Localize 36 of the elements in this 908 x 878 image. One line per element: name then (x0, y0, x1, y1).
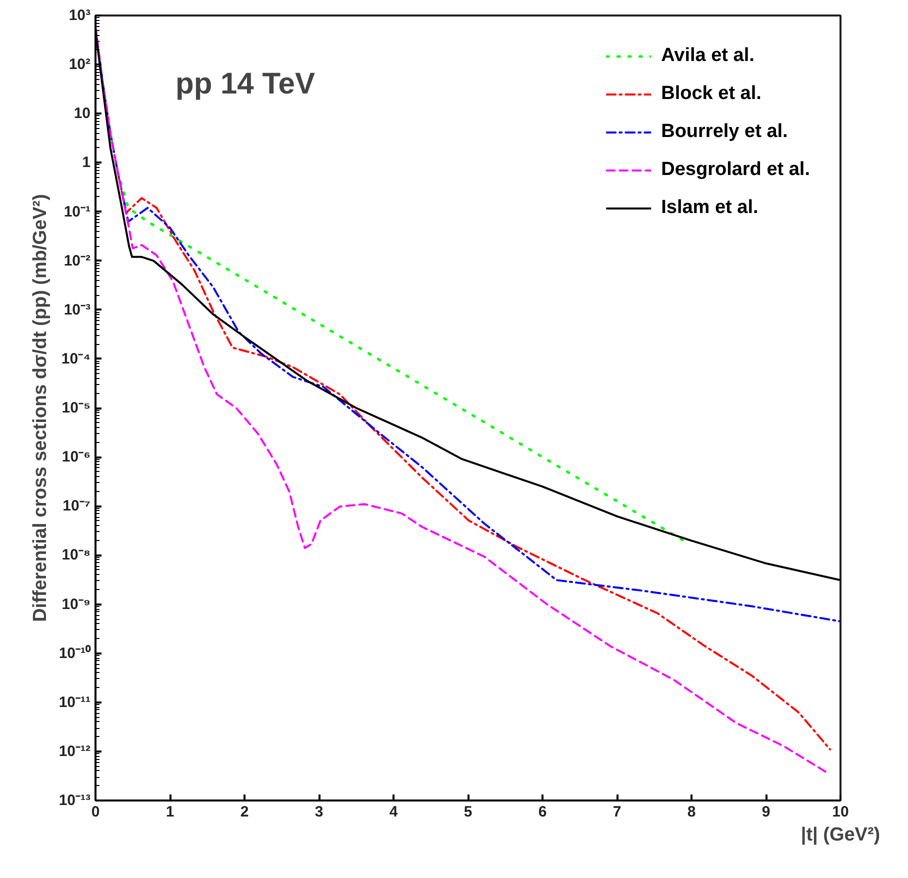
y-tick-label: 10⁻¹³ (58, 792, 91, 809)
x-tick-label: 10 (832, 804, 849, 820)
y-tick-label: 10⁻⁶ (62, 448, 90, 466)
legend-label: Bourrely et al. (661, 121, 788, 143)
legend-label: Desgrolard et al. (661, 159, 810, 181)
y-axis-title: Differential cross sections dσ/dt (pp) (mb/GeV²) (30, 194, 51, 622)
y-tick-label: 10 (74, 105, 91, 122)
y-tick-label: 10² (68, 56, 91, 74)
legend-label: Islam et al. (661, 197, 758, 219)
y-tick-label: 10⁻⁴ (61, 350, 91, 368)
x-tick-label: 9 (762, 804, 770, 820)
y-tick-label: 10⁻¹¹ (58, 694, 91, 711)
x-tick-label: 5 (464, 804, 472, 820)
x-tick-label: 6 (538, 804, 547, 820)
y-tick-label: 10⁻⁹ (62, 596, 91, 613)
x-tick-label: 4 (389, 804, 398, 820)
x-tick-label: 2 (240, 804, 249, 820)
annotation: pp 14 TeV (176, 68, 315, 100)
x-tick-label: 1 (166, 804, 174, 820)
y-tick-label: 10⁻⁵ (62, 400, 91, 416)
x-tick-label: 3 (314, 804, 324, 820)
x-axis-title: |t| (GeV²) (800, 824, 880, 846)
y-tick-label: 10⁻¹² (58, 742, 91, 760)
y-tick-label: 10³ (68, 7, 91, 24)
x-tick-label: 7 (612, 804, 622, 820)
y-tick-label: 10⁻⁷ (62, 498, 90, 515)
legend-label: Block et al. (661, 83, 762, 105)
y-tick-label: 10⁻³ (64, 301, 91, 318)
legend-label: Avila et al. (661, 45, 754, 67)
x-tick-label: 0 (91, 804, 100, 820)
y-tick-label: 10⁻¹ (64, 203, 91, 220)
x-tick-label: 8 (687, 804, 696, 820)
y-tick-label: 10⁻¹⁰ (58, 644, 92, 662)
y-tick-label: 10⁻² (64, 252, 91, 270)
y-tick-label: 1 (82, 154, 90, 172)
y-tick-label: 10⁻⁸ (62, 546, 91, 564)
